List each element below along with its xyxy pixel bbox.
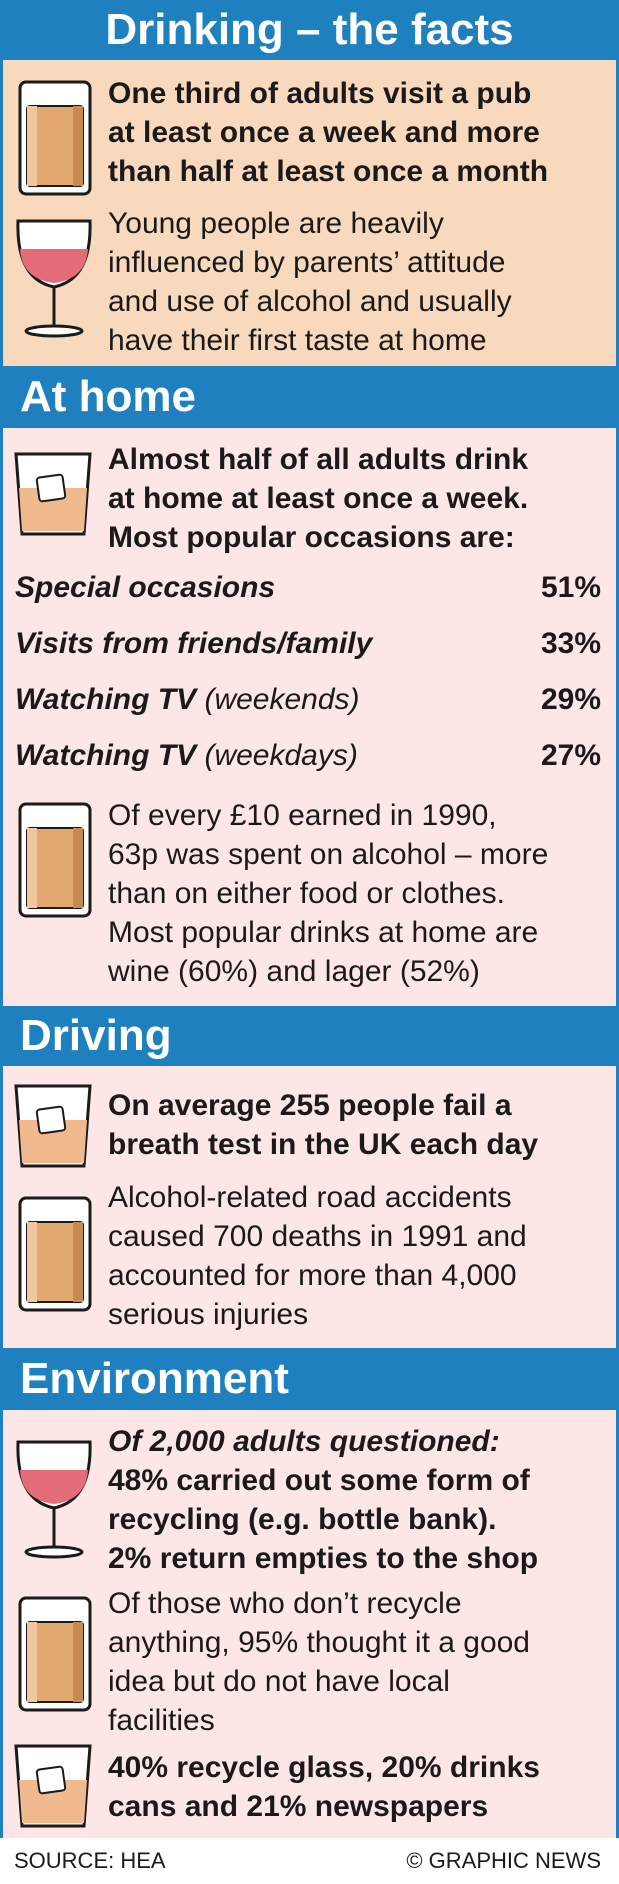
pint-glass-icon [18,1196,92,1312]
non-recyclers-line: Of those who don’t recycle [108,1587,462,1620]
parents-fact-line: and use of alcohol and usually [108,285,512,318]
non-recyclers-line: anything, 95% thought it a good [108,1626,530,1659]
survey-line: 48% carried out some form of [108,1464,530,1497]
occasion-row: Visits from friends/family 33% [15,624,601,664]
home-lead-line: Almost half of all adults drink [108,443,529,476]
pub-fact-line: than half at least once a month [108,155,549,188]
pint-glass-icon [18,80,92,196]
pub-fact: One third of adults visit a pub at least… [108,74,548,191]
occasion-row: Watching TV (weekdays) 27% [15,736,601,776]
home-lead-line: Most popular occasions are: [108,521,515,554]
environment-panel [0,1410,619,1838]
pint-glass-icon [18,1596,92,1712]
at-home-heading: At home [20,372,196,421]
spending-line: than on either food or clothes. [108,877,505,910]
home-lead-line: at home at least once a week. [108,482,529,515]
spending-line: Of every £10 earned in 1990, [108,799,497,832]
wine-glass-icon [16,1440,92,1559]
occasion-row: Special occasions 51% [15,568,601,608]
spending-line: Most popular drinks at home are [108,916,539,949]
occasion-label: Watching TV (weekends) [15,680,360,720]
road-accident-line: accounted for more than 4,000 [108,1259,517,1292]
pub-fact-line: One third of adults visit a pub [108,77,532,110]
environment-band: Environment [0,1348,619,1410]
occasion-percent: 33% [540,627,601,660]
road-accident-fact: Alcohol-related road accidents caused 70… [108,1178,527,1334]
intro-panel [0,60,619,366]
parents-fact: Young people are heavily influenced by p… [108,204,512,360]
title-band: Drinking – the facts [0,0,619,60]
recycle-rates: 40% recycle glass, 20% drinks cans and 2… [108,1748,540,1826]
recycle-rates-line: 40% recycle glass, 20% drinks [108,1751,540,1784]
road-accident-line: serious injuries [108,1298,309,1331]
home-drinking-lead: Almost half of all adults drink at home … [108,440,528,557]
at-home-panel [0,428,619,1006]
driving-heading: Driving [20,1011,172,1060]
road-accident-line: Alcohol-related road accidents [108,1181,512,1214]
environment-heading: Environment [20,1354,289,1403]
parents-fact-line: have their first taste at home [108,324,487,357]
non-recyclers-line: facilities [108,1704,215,1737]
recycling-survey: Of 2,000 adults questioned: 48% carried … [108,1422,538,1578]
wine-glass-icon [16,219,92,338]
occasion-name: Special occasions [15,571,276,604]
occasion-percent: 51% [540,571,601,604]
parents-fact-line: Young people are heavily [108,207,444,240]
survey-line: recycling (e.g. bottle bank). [108,1503,497,1536]
non-recyclers-line: idea but do not have local [108,1665,450,1698]
survey-line: 2% return empties to the shop [108,1542,539,1575]
breath-test-line: On average 255 people fail a [108,1089,512,1122]
source-credit: SOURCE: HEA [14,1848,166,1873]
non-recyclers-fact: Of those who don’t recycle anything, 95%… [108,1584,530,1740]
occasion-note: (weekends) [204,683,360,716]
tumbler-with-ice-icon [14,1084,92,1168]
occasion-name: Watching TV [15,739,197,772]
recycle-rates-line: cans and 21% newspapers [108,1790,489,1823]
tumbler-with-ice-icon [14,452,92,536]
pub-fact-line: at least once a week and more [108,116,540,149]
parents-fact-line: influenced by parents’ attitude [108,246,506,279]
copyright: © GRAPHIC NEWS [406,1848,601,1873]
survey-intro: Of 2,000 adults questioned: [108,1425,500,1458]
spending-line: 63p was spent on alcohol – more [108,838,549,871]
occasion-label: Special occasions [15,568,275,608]
occasion-percent: 29% [540,683,601,716]
occasion-label: Watching TV (weekdays) [15,736,358,776]
occasion-row: Watching TV (weekends) 29% [15,680,601,720]
tumbler-with-ice-icon [14,1744,92,1828]
breath-test-line: breath test in the UK each day [108,1128,539,1161]
pint-glass-icon [18,802,92,918]
page-title: Drinking – the facts [105,5,514,54]
spending-line: wine (60%) and lager (52%) [108,955,480,988]
at-home-band: At home [0,366,619,428]
occasion-label: Visits from friends/family [15,624,372,664]
occasion-note: (weekdays) [204,739,358,772]
road-accident-line: caused 700 deaths in 1991 and [108,1220,527,1253]
occasion-name: Watching TV [15,683,197,716]
occasion-name: Visits from friends/family [15,627,373,660]
breath-test-fact: On average 255 people fail a breath test… [108,1086,538,1164]
driving-band: Driving [0,1006,619,1066]
driving-panel [0,1066,619,1348]
occasion-percent: 27% [540,739,601,772]
spending-fact: Of every £10 earned in 1990, 63p was spe… [108,796,548,991]
footer: SOURCE: HEA © GRAPHIC NEWS [0,1838,619,1884]
